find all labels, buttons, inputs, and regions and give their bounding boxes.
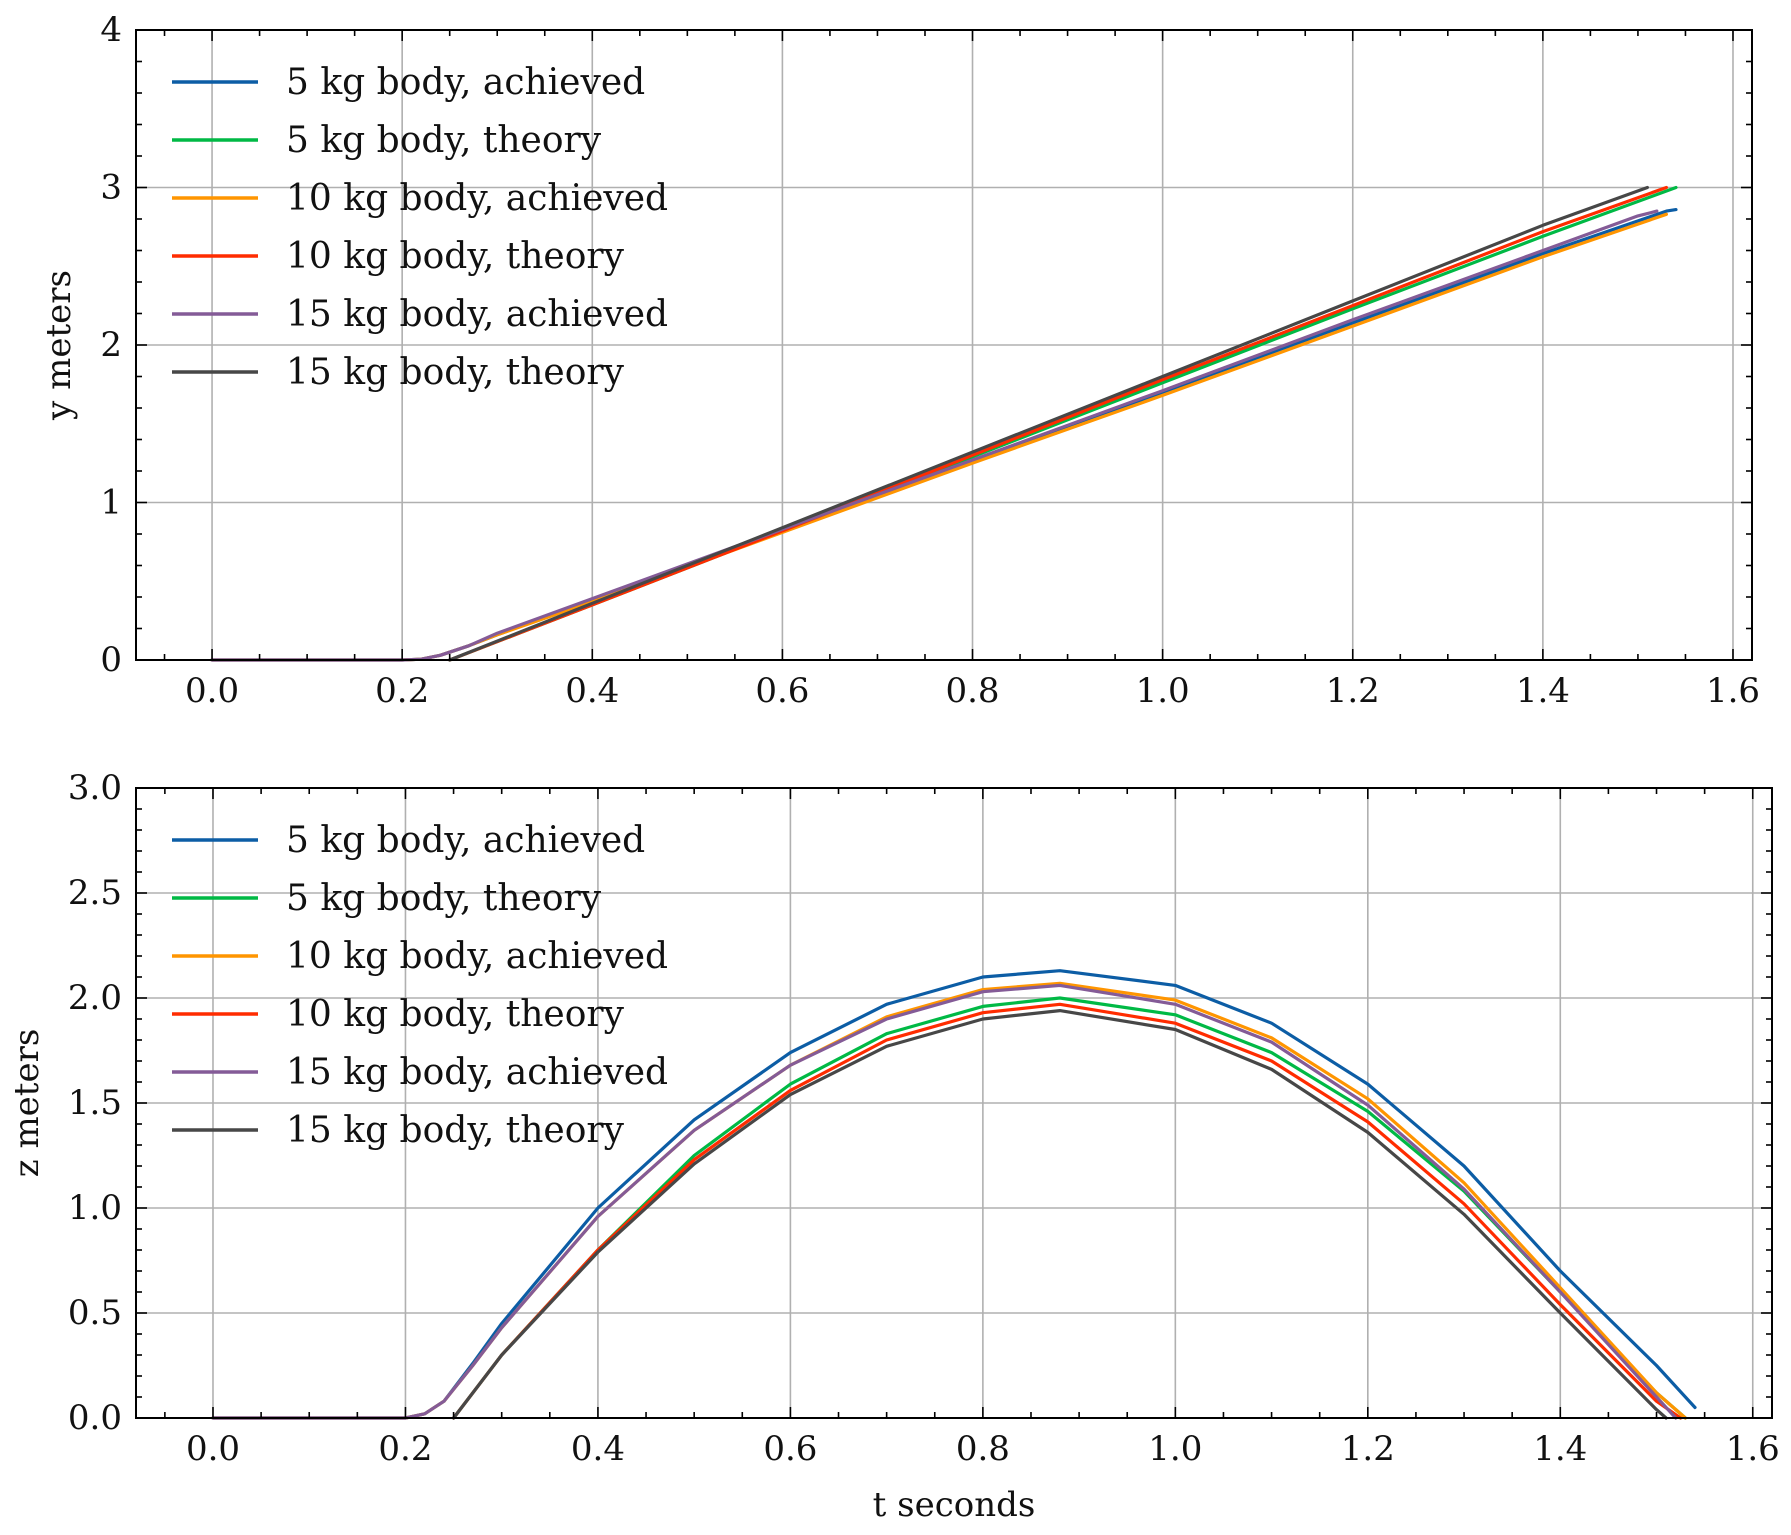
y-tick-label: 1.0 <box>68 1188 122 1228</box>
legend-entry-label: 5 kg body, achieved <box>286 62 645 103</box>
axis-ticks <box>136 787 1772 1419</box>
series-lines <box>210 185 1678 662</box>
series-line-10-kg-body-theory <box>452 1002 1683 1420</box>
y-axis-label: y meters <box>39 270 79 421</box>
legend-entry-label: 15 kg body, theory <box>286 1110 625 1151</box>
bottom-panel-z-vs-t: 0.0 0.2 0.4 0.6 0.8 1.0 1.2 1.4 1.6 0.0 0.5 1.0 1.5 2… <box>7 768 1780 1525</box>
x-tick-label: 1.4 <box>1533 1429 1587 1469</box>
legend-entry-label: 5 kg body, theory <box>286 878 602 919</box>
legend-entry-label: 10 kg body, theory <box>286 994 625 1035</box>
grid-lines <box>136 30 1752 660</box>
legend-entry-label: 10 kg body, achieved <box>286 178 668 219</box>
x-tick-label: 0.8 <box>945 671 999 711</box>
x-tick-label: 0.4 <box>571 1429 625 1469</box>
x-tick-label: 0.2 <box>378 1429 432 1469</box>
x-tick-label: 0.4 <box>565 671 619 711</box>
tick-labels: 0.0 0.2 0.4 0.6 0.8 1.0 1.2 1.4 1.6 0.0 0.5 1.0 1.5 2… <box>68 768 1780 1469</box>
y-tick-label: 2 <box>100 325 122 365</box>
legend-entry-label: 10 kg body, theory <box>286 236 625 277</box>
y-tick-label: 1.5 <box>68 1083 122 1123</box>
x-tick-label: 0.0 <box>186 1429 240 1469</box>
x-tick-label: 1.0 <box>1148 1429 1202 1469</box>
axis-ticks <box>136 29 1752 661</box>
legend-entry-label: 5 kg body, theory <box>286 120 602 161</box>
y-tick-label: 0.5 <box>68 1293 122 1333</box>
tick-labels: 0.0 0.2 0.4 0.6 0.8 1.0 1.2 1.4 1.6 0 1 2 3 4 <box>100 10 1760 711</box>
series-lines <box>211 969 1697 1420</box>
series-line-15-kg-body-achieved <box>211 983 1678 1420</box>
legend-entry-label: 10 kg body, achieved <box>286 936 668 977</box>
x-tick-label: 0.2 <box>375 671 429 711</box>
y-tick-label: 0 <box>100 640 122 680</box>
y-axis-label: z meters <box>7 1029 47 1178</box>
legend-entry-label: 5 kg body, achieved <box>286 820 645 861</box>
y-tick-label: 1 <box>100 483 122 523</box>
legend-entry-label: 15 kg body, achieved <box>286 294 668 335</box>
x-tick-label: 0.6 <box>763 1429 817 1469</box>
legend: 5 kg body, achieved 5 kg body, theory 10 k… <box>172 62 668 393</box>
x-tick-label: 1.6 <box>1726 1429 1780 1469</box>
x-tick-label: 1.2 <box>1341 1429 1395 1469</box>
x-tick-label: 1.6 <box>1706 671 1760 711</box>
series-line-15-kg-body-theory <box>448 185 1650 662</box>
y-tick-label: 3.0 <box>68 768 122 808</box>
legend-entry-label: 15 kg body, theory <box>286 352 625 393</box>
x-tick-label: 0.6 <box>755 671 809 711</box>
x-axis-label: t seconds <box>873 1485 1036 1525</box>
series-line-15-kg-body-theory <box>452 1008 1668 1420</box>
y-tick-label: 2.5 <box>68 873 122 913</box>
y-tick-label: 3 <box>100 168 122 208</box>
x-tick-label: 1.0 <box>1136 671 1190 711</box>
x-tick-label: 0.0 <box>185 671 239 711</box>
x-tick-label: 1.4 <box>1516 671 1570 711</box>
legend: 5 kg body, achieved 5 kg body, theory 10 k… <box>172 820 668 1151</box>
y-tick-label: 2.0 <box>68 978 122 1018</box>
x-tick-label: 0.8 <box>956 1429 1010 1469</box>
top-panel-y-vs-t: 0.0 0.2 0.4 0.6 0.8 1.0 1.2 1.4 1.6 0 1 2 3 4 y meters… <box>39 10 1760 711</box>
x-tick-label: 1.2 <box>1326 671 1380 711</box>
y-tick-label: 4 <box>100 10 122 50</box>
legend-entry-label: 15 kg body, achieved <box>286 1052 668 1093</box>
series-line-10-kg-body-theory <box>448 185 1669 662</box>
y-tick-label: 0.0 <box>68 1398 122 1438</box>
